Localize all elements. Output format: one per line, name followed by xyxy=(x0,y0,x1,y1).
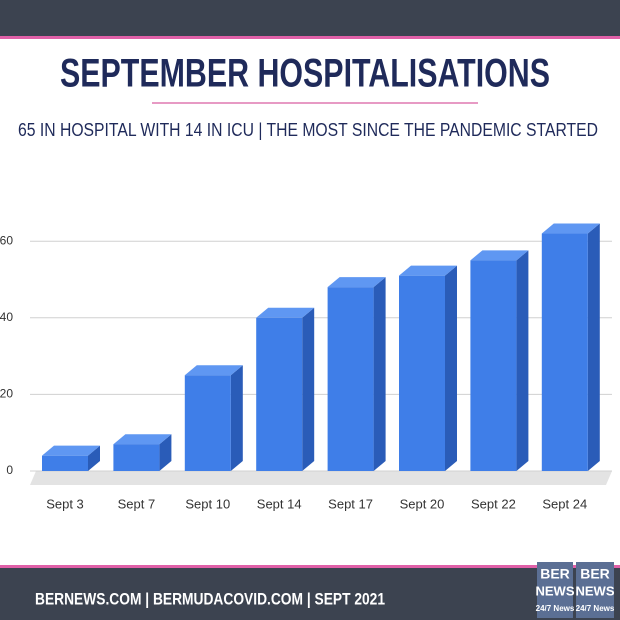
logo-box xyxy=(537,562,573,618)
x-tick-label: Sept 7 xyxy=(118,496,156,511)
logo: BER NEWS 24/7 News BER NEWS 24/7 News xyxy=(536,562,615,618)
bar xyxy=(399,275,445,471)
bar-side xyxy=(88,445,100,471)
bar-side xyxy=(516,250,529,471)
x-tick-label: Sept 17 xyxy=(328,496,373,511)
logo-text: NEWS xyxy=(536,583,575,598)
footer-band xyxy=(0,567,620,620)
bar-side xyxy=(445,265,457,471)
bar xyxy=(470,260,517,471)
plot: 0 20 40 60 Sept 3 Sept 7 Sept 10 Sept 14 Sept 17… xyxy=(0,223,612,511)
bar-top xyxy=(256,307,315,318)
bar-side xyxy=(230,365,243,471)
bar-side xyxy=(159,434,172,471)
bar xyxy=(541,233,588,471)
bar-top xyxy=(327,277,386,288)
bar-top xyxy=(399,265,457,276)
logo-text: 24/7 News xyxy=(576,604,615,613)
bar xyxy=(184,375,231,471)
x-tick-label: Sept 22 xyxy=(471,496,516,511)
floor xyxy=(30,471,612,485)
bar-top xyxy=(541,223,600,234)
bar xyxy=(327,287,374,471)
x-tick-label: Sept 3 xyxy=(46,496,84,511)
logo-text: BER xyxy=(580,566,610,582)
footer-text: BERNEWS.COM | BERMUDACOVID.COM | SEPT 20… xyxy=(35,589,385,608)
bar-side xyxy=(373,277,386,471)
logo-text: NEWS xyxy=(576,583,615,598)
x-tick-label: Sept 20 xyxy=(400,496,445,511)
y-tick-label: 0 xyxy=(6,463,13,477)
bar xyxy=(113,444,160,471)
chart-title: SEPTEMBER HOSPITALISATIONS xyxy=(60,52,550,96)
bar-side xyxy=(302,307,315,471)
bar-top xyxy=(42,445,100,456)
y-tick-label: 40 xyxy=(0,310,13,324)
bar-top xyxy=(470,250,529,261)
bar-side xyxy=(587,223,600,471)
bar-top xyxy=(113,434,172,445)
x-tick-label: Sept 14 xyxy=(257,496,302,511)
logo-text: BER xyxy=(540,566,570,582)
header-line xyxy=(0,36,620,39)
y-tick-label: 60 xyxy=(0,233,13,247)
bar-top xyxy=(184,365,243,376)
bar xyxy=(42,455,88,471)
bar xyxy=(256,317,303,471)
y-tick-label: 20 xyxy=(0,387,13,401)
footer-line xyxy=(0,565,620,568)
logo-box xyxy=(576,562,614,618)
x-tick-label: Sept 24 xyxy=(542,496,587,511)
chart-subtitle: 65 IN HOSPITAL WITH 14 IN ICU | THE MOST… xyxy=(18,120,598,140)
logo-text: 24/7 News xyxy=(536,604,575,613)
header-band xyxy=(0,0,620,38)
x-tick-label: Sept 10 xyxy=(185,496,230,511)
